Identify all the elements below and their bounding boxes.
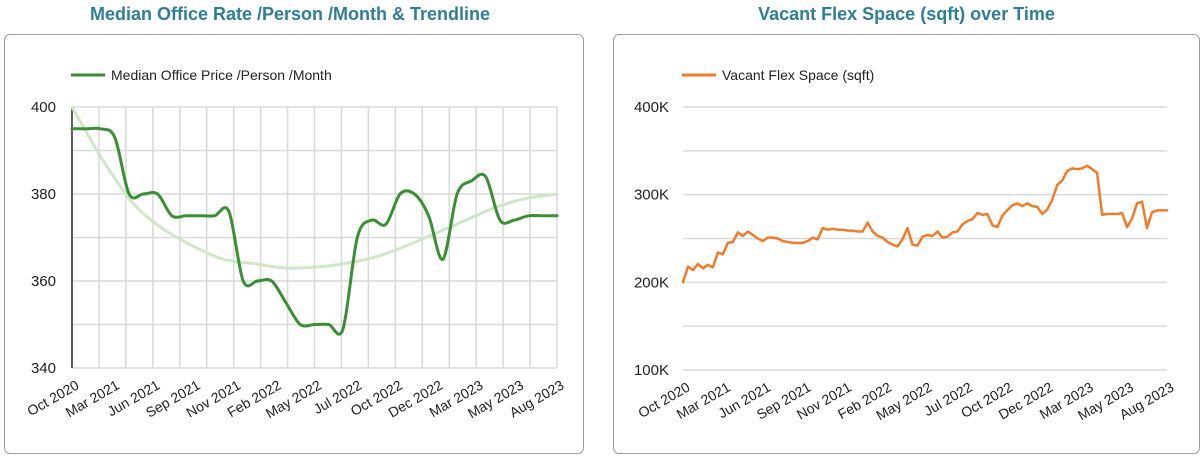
y-tick-label: 200K (634, 274, 669, 291)
trendline (70, 105, 559, 270)
y-tick-label: 300K (634, 187, 669, 204)
y-tick-label: 380 (31, 186, 56, 203)
y-tick-label: 360 (31, 273, 56, 290)
series-line (681, 164, 1169, 284)
legend-label: Median Office Price /Person /Month (111, 67, 332, 83)
left-chart-title: Median Office Rate /Person /Month & Tren… (89, 4, 491, 24)
y-tick-label: 400K (634, 99, 669, 116)
legend-label: Vacant Flex Space (sqft) (722, 67, 874, 83)
y-tick-label: 400 (31, 99, 56, 116)
right-chart-panel: 100K 200K 300K 400K Oct 2020 Mar 2021 Jun 2021… (613, 34, 1200, 454)
right-chart-title: Vacant Flex Space (sqft) over Time (758, 4, 1055, 24)
left-chart-panel: 340 360 380 400 Oct 2020 Mar 2021 Jun 2021 Sep … (4, 34, 584, 454)
y-tick-label: 100K (634, 362, 669, 379)
y-tick-label: 340 (31, 360, 56, 377)
series-line (70, 126, 559, 336)
